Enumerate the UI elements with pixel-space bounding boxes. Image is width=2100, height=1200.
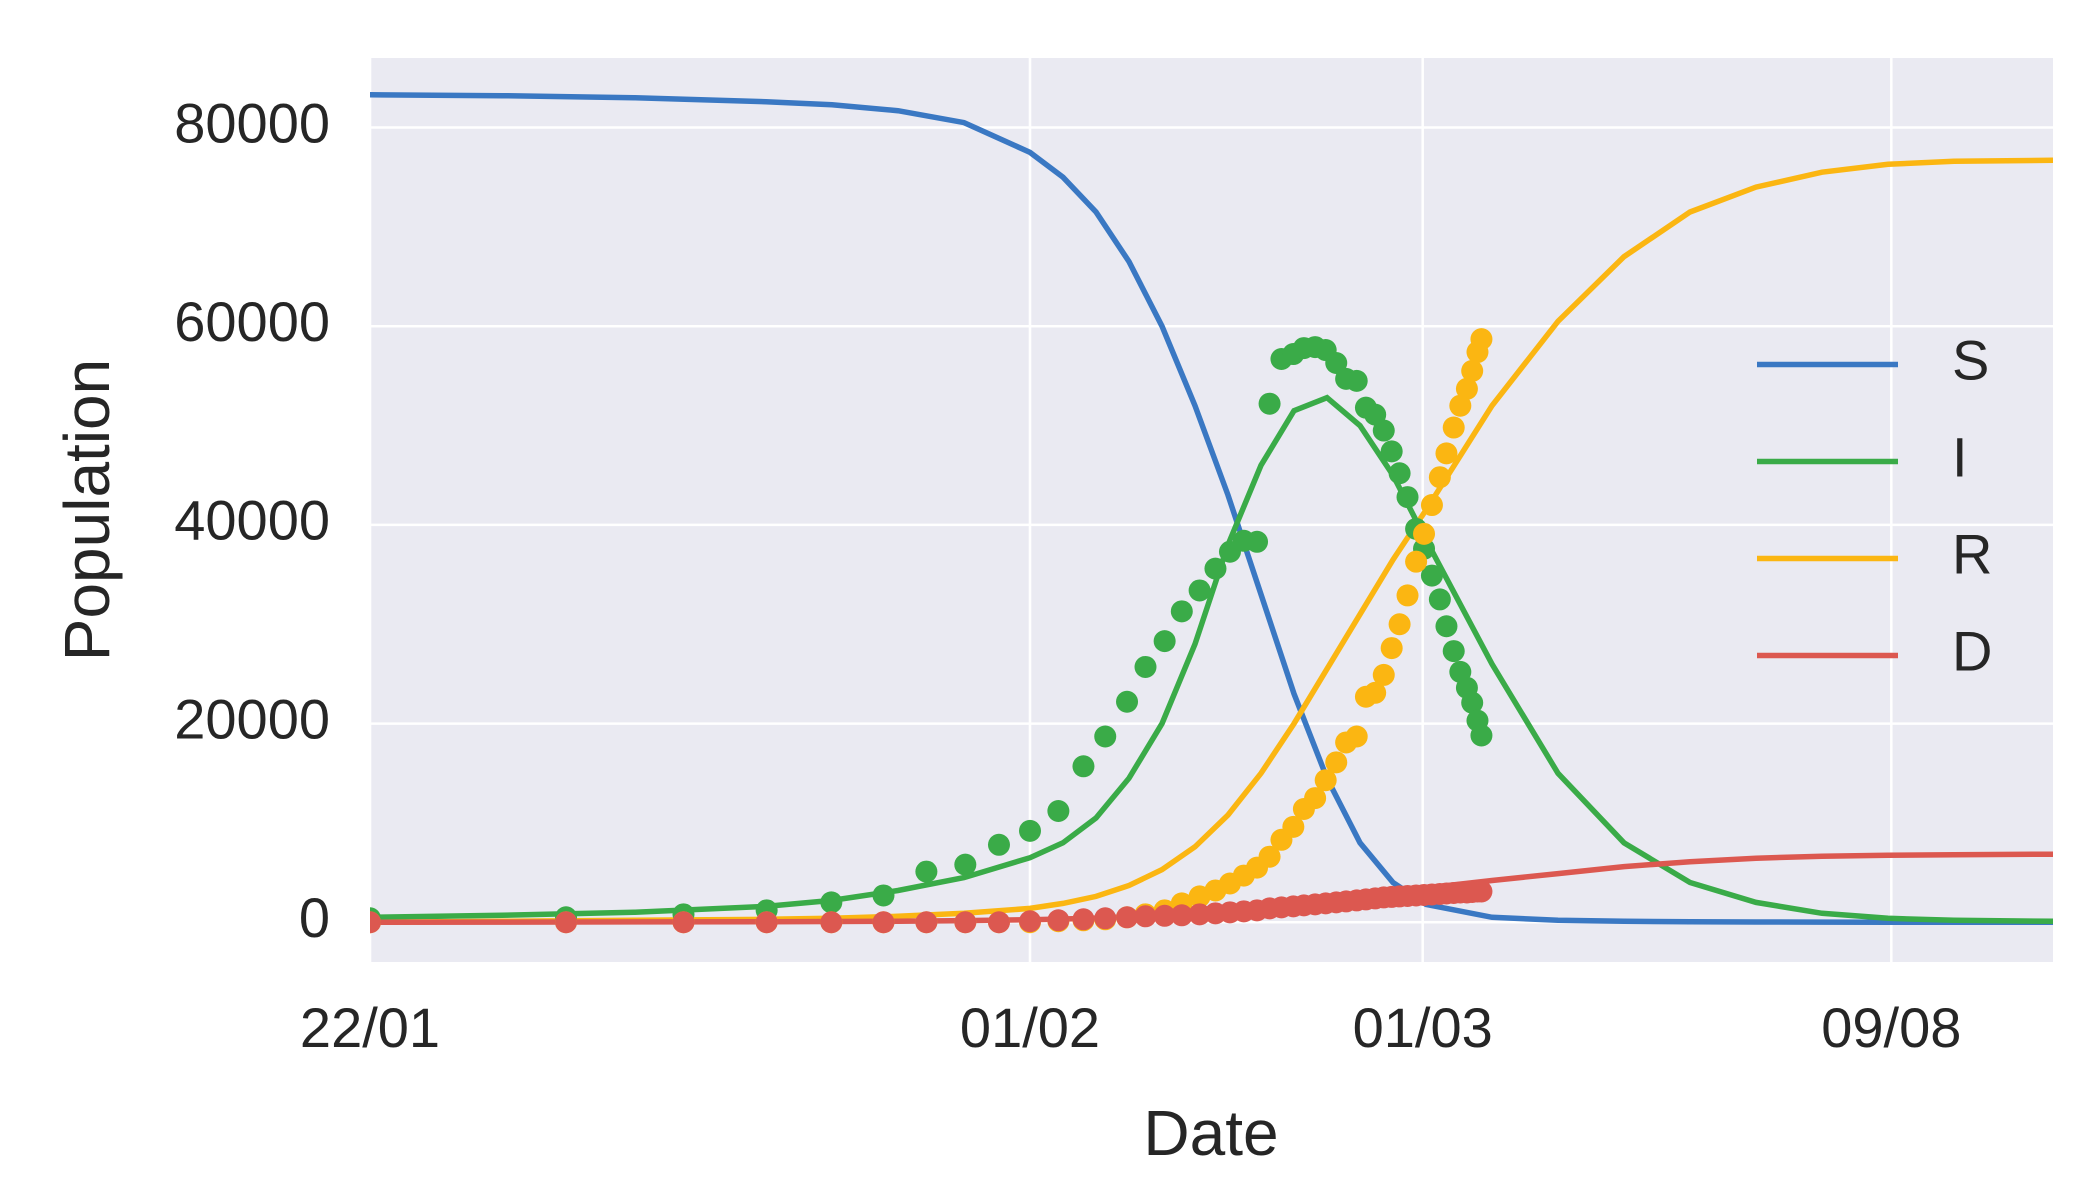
data-point [1047,909,1070,932]
data-point [1094,725,1117,748]
data-point [820,911,843,934]
data-point [1470,880,1493,903]
x-tick-label: 22/01 [300,996,440,1059]
data-point [1405,550,1428,573]
plot-content [370,92,2053,934]
data-point [1461,359,1484,382]
data-point [1072,755,1095,778]
y-axis-label: Population [51,359,123,661]
data-point [1372,663,1395,686]
legend-label: I [1952,425,1968,488]
data-point [1204,557,1227,580]
data-point [1246,530,1269,553]
legend-label: R [1952,522,1992,585]
data-point [1428,588,1451,611]
data-point [1116,690,1139,713]
data-point [1420,564,1443,587]
data-point [1396,584,1419,607]
data-point [1428,466,1451,489]
data-point [1388,462,1411,485]
data-point [1325,351,1348,374]
data-point [1314,769,1337,792]
data-point [1282,815,1305,838]
data-point [954,853,977,876]
legend-label: S [1952,328,1989,391]
data-point [672,911,695,934]
data-point [1380,637,1403,660]
x-tick-label: 01/03 [1353,996,1493,1059]
data-point [1170,904,1193,927]
x-tick-label: 01/02 [960,996,1100,1059]
data-point [1094,907,1117,930]
data-point [1364,681,1387,704]
data-point [1153,904,1176,927]
data-point [1470,724,1493,747]
data-point [820,891,843,914]
data-point [1345,369,1368,392]
data-point [1455,377,1478,400]
y-tick-label: 40000 [174,489,330,552]
data-point [1442,416,1465,439]
data-point [872,884,895,907]
data-point [1134,905,1157,928]
plot-area [370,58,2053,962]
data-point [1258,845,1281,868]
data-point [1461,691,1484,714]
data-point [1072,908,1095,931]
data-point [1388,613,1411,636]
data-point [987,833,1010,856]
data-point [1153,630,1176,653]
data-point [1372,419,1395,442]
x-tick-label: 09/08 [1821,996,1961,1059]
data-point [1435,615,1458,638]
legend-label: D [1952,619,1992,682]
data-point [1170,600,1193,623]
x-axis-label: Date [1143,1097,1278,1169]
data-point [1325,751,1348,774]
data-point [1345,725,1368,748]
data-point [1380,440,1403,463]
data-point [1435,442,1458,465]
data-point [1449,394,1472,417]
data-point [1442,640,1465,663]
data-point [1304,787,1327,810]
data-point [1116,906,1139,929]
y-tick-label: 60000 [174,290,330,353]
data-point [1413,522,1436,545]
data-point [872,911,895,934]
data-point [1188,579,1211,602]
data-point [1420,494,1443,517]
data-point [987,911,1010,934]
y-tick-label: 80000 [174,91,330,154]
data-point [1019,819,1041,842]
data-point [755,911,778,934]
data-point [954,911,977,934]
data-point [555,911,578,934]
data-point [1134,655,1157,678]
y-tick-label: 0 [299,886,330,949]
data-point [370,911,381,934]
data-point [1396,486,1419,509]
data-point [1188,903,1211,926]
data-point [1470,328,1493,351]
series-line [370,92,2053,925]
data-point [915,911,938,934]
data-point [1258,392,1281,415]
data-point [1047,800,1070,823]
data-point [915,860,938,883]
y-tick-label: 20000 [174,687,330,750]
data-point [1019,910,1041,933]
